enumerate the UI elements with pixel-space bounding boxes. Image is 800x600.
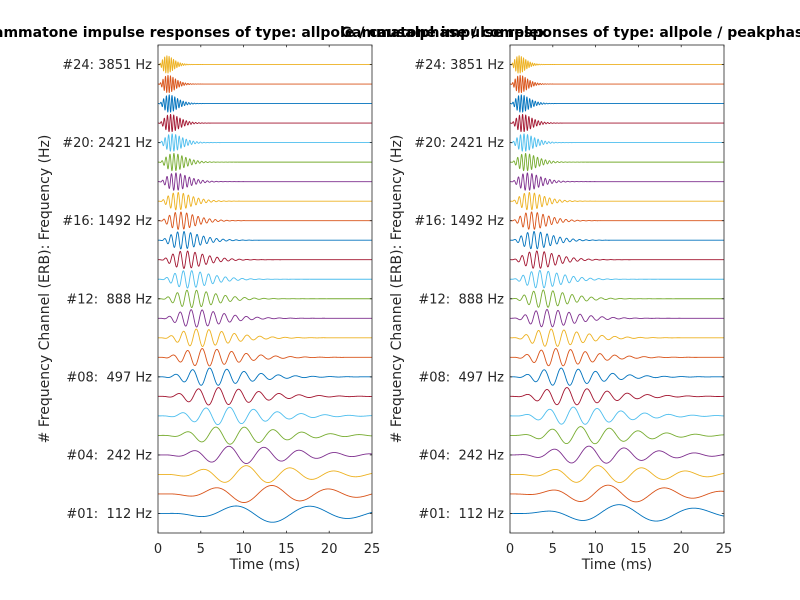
x-tick-label: 15 <box>630 542 647 557</box>
y-axis-label-right: # Frequency Channel (ERB): Frequency (Hz… <box>389 135 405 444</box>
y-tick-label: #12: 888 Hz <box>418 292 504 307</box>
axes-box-right <box>509 44 725 534</box>
series-line-ch03 <box>157 465 373 483</box>
x-tick-label: 5 <box>549 542 557 557</box>
series-line-ch07 <box>509 387 725 406</box>
x-ticks-right: 0 5 10 15 20 25 <box>506 45 732 557</box>
series-line-ch20 <box>509 133 725 152</box>
x-tick-label: 20 <box>673 542 690 557</box>
y-tick-label: #01: 112 Hz <box>418 507 504 522</box>
series-line-ch23 <box>157 74 373 94</box>
traces-group-right <box>509 55 725 522</box>
series-line-ch08 <box>509 367 725 386</box>
series-line-ch02 <box>509 484 725 503</box>
x-tick-label: 25 <box>716 542 733 557</box>
x-ticks-left: 0 5 10 15 20 25 <box>154 45 380 557</box>
series-line-ch22 <box>157 94 373 113</box>
traces-group-left <box>157 55 373 523</box>
series-line-ch04 <box>509 445 725 464</box>
series-line-ch17 <box>509 191 725 211</box>
x-tick-label: 0 <box>506 542 514 557</box>
series-line-ch05 <box>509 426 725 445</box>
x-tick-label: 5 <box>197 542 205 557</box>
series-line-ch24 <box>509 55 725 74</box>
series-line-ch22 <box>509 94 725 113</box>
series-line-ch13 <box>157 270 373 289</box>
series-line-ch06 <box>157 406 373 426</box>
x-tick-label: 0 <box>154 542 162 557</box>
y-tick-label: #20: 2421 Hz <box>62 136 152 151</box>
x-tick-label: 20 <box>321 542 338 557</box>
series-line-ch11 <box>509 309 725 328</box>
series-line-ch10 <box>157 328 373 347</box>
axes-box-left <box>157 44 373 534</box>
series-line-ch14 <box>509 250 725 269</box>
series-line-ch06 <box>509 406 725 425</box>
series-line-ch20 <box>157 133 373 152</box>
axes-right: 0 5 10 15 20 25 #01: 112 Hz #04: 242 Hz #08: 49… <box>341 25 800 573</box>
series-line-ch24 <box>157 55 373 74</box>
y-tick-label: #01: 112 Hz <box>66 507 152 522</box>
series-line-ch18 <box>157 172 373 191</box>
y-tick-label: #08: 497 Hz <box>66 370 152 385</box>
series-line-ch03 <box>509 465 725 483</box>
series-line-ch09 <box>509 348 725 367</box>
series-line-ch05 <box>157 426 373 445</box>
x-tick-label: 10 <box>587 542 604 557</box>
series-line-ch10 <box>509 328 725 347</box>
series-line-ch16 <box>157 211 373 230</box>
y-ticks-left: #01: 112 Hz #04: 242 Hz #08: 497 Hz #12: 88… <box>62 58 372 522</box>
series-line-ch12 <box>157 289 373 308</box>
series-line-ch23 <box>509 74 725 94</box>
series-line-ch18 <box>509 172 725 191</box>
series-line-ch14 <box>157 250 373 269</box>
series-line-ch21 <box>509 113 725 133</box>
series-line-ch19 <box>157 152 373 172</box>
x-axis-label-right: Time (ms) <box>581 557 653 573</box>
series-line-ch01 <box>509 504 725 522</box>
series-line-ch12 <box>509 289 725 308</box>
x-tick-label: 10 <box>235 542 252 557</box>
y-tick-label: #08: 497 Hz <box>418 370 504 385</box>
x-tick-label: 25 <box>364 542 381 557</box>
y-ticks-right: #01: 112 Hz #04: 242 Hz #08: 497 Hz #12: 88… <box>414 58 724 522</box>
y-tick-label: #12: 888 Hz <box>66 292 152 307</box>
y-tick-label: #04: 242 Hz <box>418 448 504 463</box>
chart-title-right: Gammatone impulse responses of type: all… <box>341 25 800 41</box>
series-line-ch04 <box>157 445 373 464</box>
y-tick-label: #20: 2421 Hz <box>414 136 504 151</box>
y-axis-label-left: # Frequency Channel (ERB): Frequency (Hz… <box>37 135 53 444</box>
series-line-ch11 <box>157 309 373 328</box>
series-line-ch08 <box>157 367 373 386</box>
y-tick-label: #16: 1492 Hz <box>414 214 504 229</box>
series-line-ch01 <box>157 505 373 523</box>
series-line-ch19 <box>509 152 725 172</box>
series-line-ch17 <box>157 191 373 211</box>
series-line-ch09 <box>157 348 373 367</box>
y-tick-label: #16: 1492 Hz <box>62 214 152 229</box>
x-axis-label-left: Time (ms) <box>229 557 301 573</box>
x-tick-label: 15 <box>278 542 295 557</box>
series-line-ch13 <box>509 270 725 289</box>
series-line-ch15 <box>157 231 373 250</box>
series-line-ch21 <box>157 113 373 133</box>
y-tick-label: #24: 3851 Hz <box>62 58 152 73</box>
series-line-ch02 <box>157 485 373 503</box>
series-line-ch15 <box>509 230 725 250</box>
chart-title-left: Gammatone impulse responses of type: all… <box>0 25 547 41</box>
series-line-ch16 <box>509 211 725 230</box>
axes-left: 0 5 10 15 20 25 #01: 112 Hz #04: 242 Hz #08: 49… <box>0 25 547 573</box>
y-tick-label: #24: 3851 Hz <box>414 58 504 73</box>
series-line-ch07 <box>157 387 373 406</box>
y-tick-label: #04: 242 Hz <box>66 448 152 463</box>
